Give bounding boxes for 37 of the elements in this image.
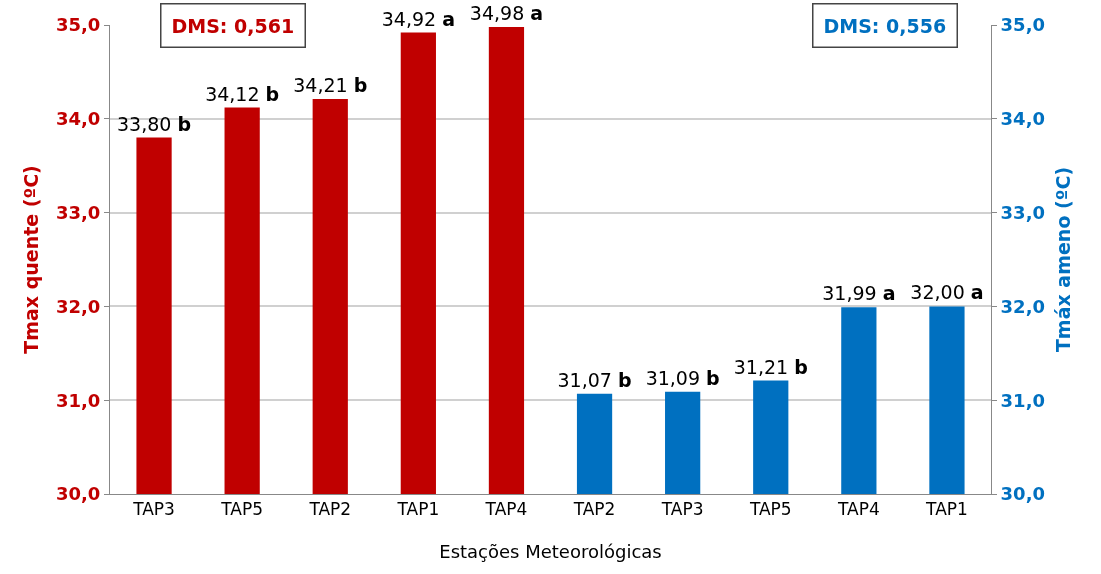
y-tick-label: 31,0	[55, 389, 101, 411]
x-tick-label: TAP1	[396, 499, 440, 520]
data-label: 34,21 b	[293, 74, 368, 97]
x-tick-label: TAP3	[660, 499, 704, 520]
y-tick-label: 33,0	[55, 201, 101, 223]
y-tick-label: 30,0	[55, 483, 101, 505]
data-label: 31,07 b	[557, 368, 632, 391]
data-label: 32,00 a	[910, 281, 984, 304]
x-tick-label: TAP4	[836, 499, 880, 520]
y-tick-label: 34,0	[55, 108, 101, 130]
data-label: 34,98 a	[469, 1, 544, 24]
y2-tick-label: 33,0	[1000, 201, 1046, 223]
data-label: 33,80 b	[117, 112, 192, 135]
data-label: 31,99 a	[822, 282, 896, 305]
annotation: DMS: 0,556	[823, 14, 947, 37]
y2-tick-label: 35,0	[1000, 14, 1046, 36]
y-tick-label: 35,0	[55, 14, 101, 36]
data-label: 31,09 b	[645, 366, 720, 389]
data-label: 31,21 b	[733, 355, 808, 378]
x-tick-label: TAP1	[925, 499, 968, 520]
x-tick-label: TAP2	[308, 499, 352, 520]
x-tick-label: TAP4	[484, 499, 528, 520]
x-tick-label: TAP5	[748, 499, 792, 520]
y2-tick-label: 30,0	[1000, 483, 1046, 505]
data-label: 34,12 b	[205, 82, 280, 105]
x-tick-label: TAP2	[572, 499, 616, 520]
y2-tick-label: 34,0	[1000, 108, 1046, 130]
annotation: DMS: 0,561	[171, 14, 295, 37]
y-axis-title: Tmax quente (ºC)	[19, 165, 42, 354]
y2-tick-label: 31,0	[1000, 389, 1046, 411]
x-tick-label: TAP3	[132, 499, 175, 520]
x-tick-label: TAP5	[220, 499, 264, 520]
data-label: 34,92 a	[381, 7, 455, 30]
y2-axis-title: Tmáx ameno (ºC)	[1051, 166, 1074, 353]
x-axis-title: Estações Meteorológicas	[439, 541, 662, 562]
y-tick-label: 32,0	[55, 295, 101, 317]
y2-tick-label: 32,0	[1000, 295, 1046, 317]
